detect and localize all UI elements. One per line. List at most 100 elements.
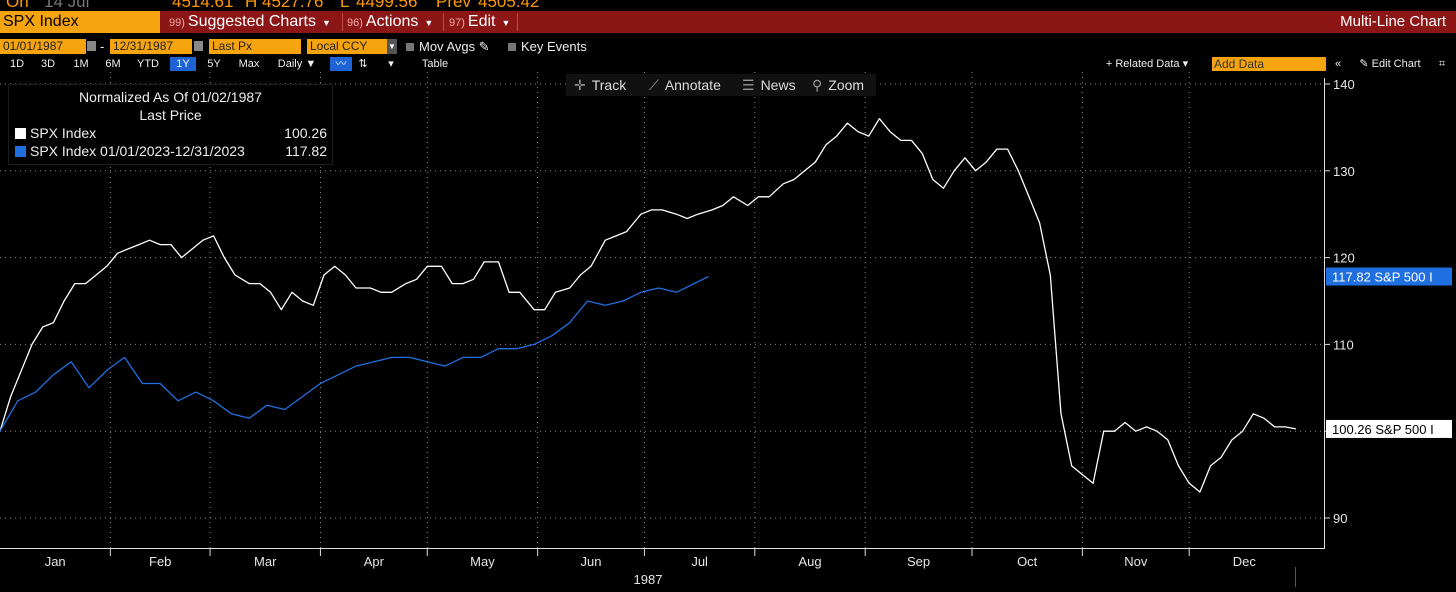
- quote-high-label: H: [245, 0, 258, 11]
- quote-date: 14 Jul: [44, 0, 90, 11]
- calendar-icon[interactable]: [87, 41, 96, 51]
- sort-icon[interactable]: ⇅: [358, 58, 368, 70]
- series-line: [0, 275, 709, 432]
- value-tag: [1326, 419, 1452, 438]
- quote-high-value: 4527.76: [262, 0, 324, 11]
- zoom-label: Zoom: [828, 77, 865, 93]
- legend-value: 100.26: [284, 125, 327, 141]
- end-date-field[interactable]: 12/31/1987: [110, 39, 192, 54]
- range-6m[interactable]: 6M: [105, 58, 121, 70]
- date-dash: -: [100, 39, 105, 54]
- settings-icon[interactable]: ⌗: [1438, 58, 1446, 70]
- x-tick-label: Oct: [1017, 554, 1038, 569]
- x-tick-label: Mar: [254, 554, 277, 569]
- legend-subheading: Last Price: [139, 107, 202, 123]
- legend-swatch: [15, 146, 26, 157]
- annotate-button[interactable]: ⟋ Annotate: [649, 76, 721, 94]
- chevron-down-icon[interactable]: ▼: [387, 39, 397, 54]
- menu-label: Actions: [365, 13, 419, 30]
- currency-selector[interactable]: Local CCY: [307, 39, 387, 54]
- range-ytd[interactable]: YTD: [137, 58, 159, 70]
- legend-label: SPX Index: [30, 125, 97, 141]
- mov-avgs-label: Mov Avgs: [419, 39, 476, 54]
- annotate-label: Annotate: [664, 77, 721, 93]
- legend-heading: Normalized As Of 01/02/1987: [79, 89, 262, 105]
- plus-icon: +: [1105, 58, 1116, 70]
- menu-label: Suggested Charts: [187, 13, 316, 30]
- news-button[interactable]: ☰ News: [742, 76, 796, 94]
- start-date-field[interactable]: 01/01/1987: [0, 39, 86, 54]
- ticker-field[interactable]: SPX Index: [0, 11, 160, 33]
- track-label: Track: [591, 77, 627, 93]
- chevron-down-icon: ▾: [1182, 58, 1189, 70]
- chevron-down-icon: ▼: [501, 18, 511, 28]
- track-button[interactable]: ✛ Track: [574, 76, 626, 94]
- divider: [517, 13, 518, 31]
- period-selector[interactable]: Daily ▼: [270, 57, 324, 71]
- edit-menu[interactable]: 97) Edit ▼: [449, 11, 510, 33]
- related-data-button[interactable]: + Related Data ▾: [1094, 57, 1200, 71]
- chart-area: 90100110120130140 JanFebMarAprMayJunJulA…: [0, 72, 1452, 587]
- x-axis-line: [0, 548, 1325, 549]
- field-selector[interactable]: Last Px: [209, 39, 301, 54]
- period-label: Daily: [277, 58, 303, 70]
- crosshair-icon: ✛: [574, 77, 586, 93]
- menu-number: 99): [169, 17, 185, 29]
- menu-label: Edit: [467, 13, 496, 30]
- news-label: News: [760, 77, 796, 93]
- divider: [1295, 567, 1296, 587]
- y-tick-label: 130: [1333, 164, 1355, 179]
- x-tick-label: Sep: [907, 554, 930, 569]
- x-tick-label: Jan: [45, 554, 66, 569]
- pencil-icon: ✎: [478, 39, 490, 54]
- value-tag-label: 117.82 S&P 500 I: [1332, 270, 1433, 285]
- add-data-input[interactable]: Add Data: [1212, 57, 1326, 71]
- range-1d[interactable]: 1D: [9, 58, 25, 70]
- range-3d[interactable]: 3D: [40, 58, 56, 70]
- edit-chart-button[interactable]: ✎ Edit Chart: [1350, 57, 1430, 71]
- y-tick-label: 140: [1333, 77, 1355, 92]
- x-tick-label: Jun: [581, 554, 602, 569]
- range-1y[interactable]: 1Y: [170, 57, 196, 71]
- chart-legend: Normalized As Of 01/02/1987 Last Price S…: [8, 84, 333, 165]
- actions-menu[interactable]: 96) Actions ▼: [347, 11, 433, 33]
- mov-avgs-toggle[interactable]: Mov Avgs ✎: [406, 39, 490, 55]
- table-button[interactable]: Table: [421, 58, 449, 70]
- range-1m[interactable]: 1M: [73, 58, 89, 70]
- value-tag: [1326, 267, 1452, 286]
- calendar-icon[interactable]: [194, 41, 203, 51]
- y-tick-label: 120: [1333, 251, 1355, 266]
- zoom-button[interactable]: ⚲ Zoom: [812, 76, 864, 94]
- quote-prev-label: Prev: [436, 0, 471, 11]
- chart-toolbar: [566, 74, 876, 96]
- title-bar: SPX Index 99) Suggested Charts ▼ 96) Action…: [0, 11, 1456, 33]
- x-tick-label: Apr: [364, 554, 385, 569]
- chart-type-title: Multi-Line Chart: [1340, 13, 1446, 30]
- legend-item[interactable]: SPX Index 100.26: [15, 125, 327, 141]
- range-5y[interactable]: 5Y: [207, 58, 221, 70]
- value-tag-label: 100.26 S&P 500 I: [1332, 422, 1434, 437]
- chevron-down-icon[interactable]: ▾: [388, 58, 394, 70]
- series-line: [0, 118, 1297, 493]
- legend-item[interactable]: SPX Index 01/01/2023-12/31/2023 117.82: [15, 143, 327, 159]
- x-axis-label: 1987: [634, 572, 663, 587]
- line-chart-icon[interactable]: 〰: [330, 57, 352, 71]
- x-tick-label: Dec: [1233, 554, 1257, 569]
- key-events-label: Key Events: [521, 39, 587, 54]
- annotate-icon: ⟋: [649, 77, 659, 93]
- key-events-toggle[interactable]: Key Events: [508, 39, 587, 54]
- x-axis-ticks: Jan Feb Mar Apr May Jun Jul Aug Sep Oct Nov Dec 1987: [45, 548, 1257, 587]
- y-tick-label: 90: [1333, 511, 1347, 526]
- chevron-down-icon: ▼: [424, 18, 434, 28]
- x-tick-label: Aug: [798, 554, 821, 569]
- chevron-down-icon: ▼: [305, 58, 317, 70]
- series-lines: [0, 118, 1297, 493]
- suggested-charts-menu[interactable]: 99) Suggested Charts ▼: [169, 11, 331, 33]
- collapse-icon[interactable]: «: [1334, 58, 1342, 70]
- y-axis-ticks: 90100110120130140: [1324, 77, 1355, 526]
- range-max[interactable]: Max: [238, 58, 260, 70]
- x-tick-label: Jul: [691, 554, 708, 569]
- legend-value: 117.82: [285, 143, 327, 159]
- y-tick-label: 110: [1333, 337, 1354, 352]
- checkbox-icon: [406, 43, 414, 51]
